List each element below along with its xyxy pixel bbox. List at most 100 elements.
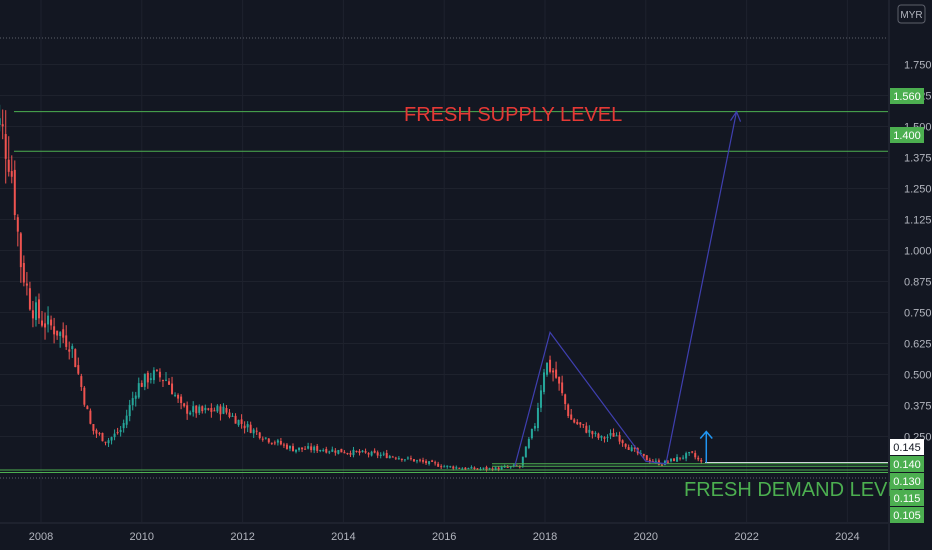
candle-body	[561, 382, 564, 394]
candle-body	[394, 457, 397, 459]
candle-body	[307, 446, 310, 449]
candle-body	[400, 458, 403, 461]
x-axis: 2008 2010 2012 2014 2016 2018 2020 2022 2024	[0, 522, 888, 543]
candle-body	[527, 438, 530, 448]
candle-body	[627, 447, 630, 450]
candle-body	[273, 442, 276, 444]
candle-body	[473, 467, 476, 470]
candle-body	[183, 403, 186, 407]
candle-body	[679, 457, 682, 459]
candle-body	[310, 446, 313, 451]
candle-body	[552, 370, 555, 373]
price-label-bg	[890, 456, 924, 472]
candle-body	[192, 406, 195, 413]
candle-body	[53, 326, 56, 335]
candle-body	[19, 233, 22, 268]
candle-body	[691, 451, 694, 453]
candle-body	[134, 395, 137, 399]
candle-body	[697, 457, 700, 460]
candle-body	[140, 382, 143, 387]
candle-body	[143, 373, 146, 387]
candle-body	[219, 406, 222, 415]
candle-body	[334, 450, 337, 453]
candle-body	[685, 453, 688, 459]
candle-body	[292, 446, 294, 452]
candle-body	[204, 407, 207, 411]
candle-body	[391, 456, 394, 458]
candle-body	[546, 362, 549, 375]
candle-body	[116, 432, 119, 434]
candle-body	[579, 422, 582, 425]
candle-body	[437, 463, 440, 467]
candle-body	[570, 414, 573, 420]
candle-body	[316, 446, 319, 451]
candle-body	[609, 433, 612, 436]
candle-body	[530, 428, 533, 439]
candle-body	[434, 462, 437, 464]
price-label-text: 1.560	[893, 91, 921, 103]
candle-body	[651, 460, 654, 462]
candle-body	[319, 450, 322, 452]
candle-body	[50, 319, 53, 326]
candle-body	[89, 410, 92, 424]
candle-body	[104, 441, 107, 443]
currency-badge[interactable]: MYR	[897, 4, 926, 24]
candle-body	[74, 349, 77, 368]
candle-body	[261, 438, 264, 440]
candle-body	[34, 302, 37, 320]
candle-body	[31, 310, 34, 319]
candle-body	[249, 424, 252, 433]
candle-body	[376, 452, 379, 456]
candle-body	[670, 458, 672, 462]
y-tick-label: 0.625	[904, 339, 932, 351]
candle-body	[288, 446, 291, 449]
candle-body	[304, 448, 307, 450]
candle-body	[355, 450, 358, 452]
candle-body	[264, 437, 267, 439]
candle-body	[270, 442, 273, 444]
candle-body	[582, 424, 585, 426]
candle-body	[558, 376, 561, 384]
candle-body	[663, 460, 666, 465]
candle-body	[494, 467, 497, 471]
candle-body	[225, 408, 228, 413]
candle-body	[488, 468, 491, 470]
x-tick-label: 2018	[533, 531, 557, 543]
candle-body	[597, 433, 600, 438]
candle-body	[446, 465, 449, 467]
svg-text:MYR: MYR	[900, 10, 922, 21]
candle-body	[425, 461, 428, 464]
candle-body	[476, 468, 479, 470]
price-label-bg	[890, 127, 924, 143]
candle-body	[539, 390, 542, 408]
price-label-text: 0.130	[893, 476, 921, 488]
candle-body	[207, 408, 210, 410]
candle-body	[564, 394, 567, 405]
candle-body	[615, 435, 618, 437]
candle-body	[485, 467, 488, 470]
candle-body	[370, 451, 373, 456]
candle-body	[164, 379, 167, 381]
price-label-bg	[890, 490, 924, 506]
candle-body	[195, 405, 198, 414]
candle-body	[237, 420, 240, 426]
y-tick-label: 0.750	[904, 308, 932, 320]
y-tick-label: 1.250	[904, 184, 932, 196]
candle-body	[125, 415, 128, 425]
candle-body	[331, 449, 334, 452]
candle-body	[28, 288, 31, 310]
candle-body	[255, 430, 258, 432]
candle-body	[409, 458, 412, 460]
candle-body	[594, 432, 597, 434]
price-label-text: 0.140	[893, 459, 921, 471]
candle-body	[301, 447, 304, 450]
candle-body	[243, 425, 246, 429]
y-tick-label: 1.125	[904, 215, 932, 227]
candle-body	[240, 419, 243, 424]
candle-body	[536, 407, 539, 429]
candle-body	[149, 378, 152, 380]
candle-body	[234, 415, 237, 424]
candle-body	[4, 134, 7, 159]
price-label-bg	[890, 507, 924, 523]
